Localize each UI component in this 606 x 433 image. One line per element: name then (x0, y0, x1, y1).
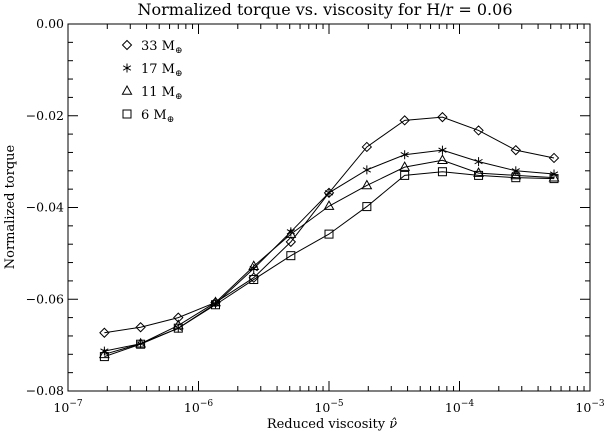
square-marker (286, 251, 296, 261)
series-layer (98, 111, 560, 362)
tick-marks (67, 23, 590, 392)
diamond-marker (285, 236, 297, 248)
diamond-marker (399, 115, 410, 126)
triangle-marker (436, 154, 448, 165)
x-tick-label: 10−5 (314, 399, 343, 415)
series-line (104, 171, 555, 358)
x-axis-label-text: Reduced viscosity (267, 417, 389, 432)
triangle-marker (121, 84, 133, 95)
x-axis-label-symbol: ν̂ (389, 417, 397, 432)
square-marker (136, 339, 146, 349)
y-tick-label: −0.08 (26, 383, 64, 398)
y-tick-label: 0.00 (36, 16, 64, 31)
series-line (104, 159, 555, 355)
asterisk-marker (362, 165, 371, 175)
square-marker (122, 109, 132, 119)
diamond-marker (99, 327, 110, 338)
triangle-marker (248, 260, 260, 271)
square-marker (549, 174, 559, 184)
square-marker (437, 167, 447, 177)
legend-item: 17 M⊕ (122, 62, 183, 79)
legend: 33 M⊕ 17 M⊕ 11 M⊕ 6 M⊕ (121, 39, 183, 125)
asterisk-marker (122, 63, 132, 73)
legend-label: 17 M⊕ (141, 62, 183, 79)
diamond-marker (121, 39, 133, 51)
triangle-marker (285, 228, 297, 238)
x-axis-label: Reduced viscosity ν̂ (267, 417, 397, 432)
legend-label: 11 M⊕ (141, 85, 183, 102)
triangle-marker (98, 348, 110, 359)
triangle-marker (361, 179, 373, 190)
x-tick-label: 10−3 (575, 399, 604, 415)
triangle-marker (210, 296, 221, 307)
asterisk-marker (438, 145, 447, 155)
square-marker (99, 352, 109, 362)
asterisk-marker (474, 157, 483, 167)
plot-frame (67, 23, 591, 392)
square-marker (362, 202, 372, 212)
legend-item: 33 M⊕ (121, 39, 183, 56)
diamond-marker (473, 125, 484, 136)
square-marker (211, 300, 221, 310)
legend-item: 6 M⊕ (122, 108, 174, 125)
series-square (99, 167, 559, 362)
square-marker (173, 323, 183, 333)
triangle-marker (399, 161, 411, 171)
asterisk-marker (400, 150, 409, 160)
diamond-marker (510, 144, 522, 156)
x-tick-labels: 10−7 10−6 10−5 10−4 10−3 (53, 399, 604, 415)
triangle-marker (323, 200, 335, 210)
series-asterisk (100, 145, 559, 356)
legend-label: 6 M⊕ (141, 108, 174, 125)
square-marker (400, 170, 410, 180)
series-line (104, 149, 555, 352)
chart-title: Normalized torque vs. viscosity for H/r … (137, 0, 512, 19)
legend-item: 11 M⊕ (121, 84, 183, 102)
triangle-marker (548, 171, 560, 182)
square-marker (324, 229, 334, 239)
y-axis-label: Normalized torque (3, 144, 18, 269)
y-tick-label: −0.04 (26, 200, 64, 215)
diamond-marker (548, 152, 560, 164)
x-tick-label: 10−7 (53, 399, 82, 415)
asterisk-marker (549, 169, 559, 179)
diamond-marker (173, 312, 184, 323)
series-triangle (98, 154, 560, 359)
square-marker (474, 170, 484, 180)
y-tick-label: −0.06 (26, 291, 64, 306)
triangle-marker (473, 167, 485, 177)
series-line (104, 116, 555, 334)
series-diamond (99, 111, 560, 338)
asterisk-marker (324, 188, 334, 198)
diamond-marker (248, 272, 259, 283)
diamond-marker (437, 111, 448, 123)
y-tick-label: −0.02 (26, 108, 64, 123)
legend-label: 33 M⊕ (141, 39, 183, 56)
triangle-marker (510, 169, 522, 180)
square-marker (249, 275, 259, 285)
x-tick-label: 10−6 (184, 399, 213, 415)
y-tick-labels: 0.00 −0.02 −0.04 −0.06 −0.08 (26, 16, 64, 398)
x-tick-label: 10−4 (445, 399, 474, 415)
square-marker (511, 173, 521, 183)
diamond-marker (135, 322, 146, 333)
diamond-marker (361, 141, 373, 153)
